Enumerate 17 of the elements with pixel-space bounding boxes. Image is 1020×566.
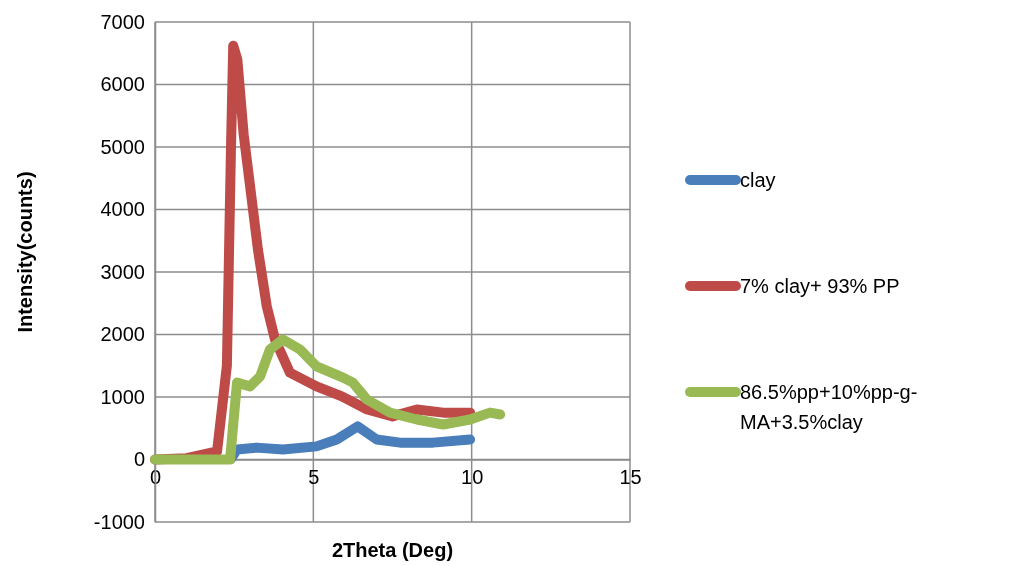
legend-label: 7% clay+ 93% PP [740,275,900,297]
y-tick-label: 0 [133,448,145,471]
legend-label: 86.5%pp+10%pp-g-MA+3.5%clay [740,381,918,433]
y-tick-label: 5000 [100,135,145,158]
x-tick-label: 15 [619,465,642,488]
x-tick-label: 5 [308,465,320,488]
y-tick-label: 2000 [100,323,145,346]
y-tick-label: 7000 [100,10,145,33]
y-tick-label: 4000 [100,198,145,221]
x-axis-title: 2Theta (Deg) [331,539,454,561]
x-tick-label: 10 [461,465,484,488]
legend-label: clay [740,169,776,191]
y-tick-label: 1000 [100,385,145,408]
y-tick-label: -1000 [93,510,145,533]
y-tick-label: 6000 [100,73,145,96]
y-tick-label: 3000 [100,260,145,283]
y-axis-title: Intensity(counts) [14,171,36,333]
